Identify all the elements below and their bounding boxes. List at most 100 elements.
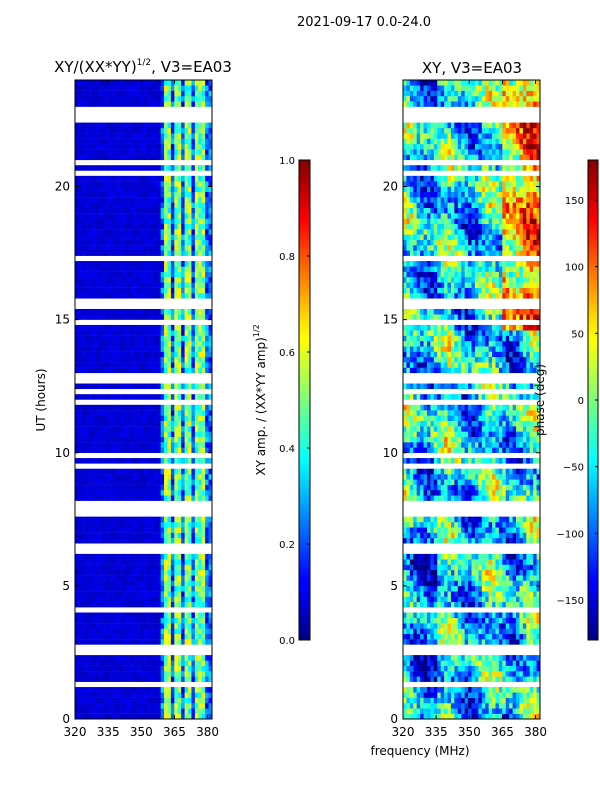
heatmap-cell: [81, 447, 86, 453]
heatmap-cell: [105, 308, 110, 315]
heatmap-cell: [112, 127, 117, 134]
heatmap-cell: [492, 553, 496, 560]
heatmap-cell: [150, 639, 155, 645]
heatmap-cell: [526, 671, 531, 677]
heatmap-cell: [153, 234, 158, 240]
heatmap-cell: [109, 404, 114, 411]
heatmap-cell: [485, 617, 490, 624]
heatmap-cell: [170, 532, 175, 539]
heatmap-cell: [126, 90, 131, 97]
heatmap-cell: [119, 282, 124, 288]
heatmap-cell: [88, 474, 93, 480]
heatmap-cell: [184, 213, 189, 219]
heatmap-cell: [126, 394, 131, 400]
heatmap-cell: [191, 335, 196, 342]
heatmap-cell: [170, 591, 175, 597]
heatmap-cell: [140, 90, 144, 97]
heatmap-cell: [177, 346, 182, 352]
heatmap-cell: [133, 218, 138, 224]
heatmap-cell: [492, 655, 496, 661]
heatmap-cell: [194, 431, 199, 437]
heatmap-cell: [136, 308, 141, 315]
heatmap-cell: [409, 671, 414, 677]
heatmap-cell: [136, 484, 141, 491]
heatmap-cell: [184, 101, 189, 107]
heatmap-cell: [420, 703, 424, 709]
heatmap-cell: [450, 585, 455, 592]
heatmap-cell: [184, 415, 189, 421]
heatmap-cell: [164, 149, 168, 155]
heatmap-cell: [116, 95, 120, 102]
heatmap-cell: [75, 580, 79, 587]
heatmap-cell: [122, 394, 127, 400]
heatmap-cell: [95, 474, 100, 480]
heatmap-cell: [95, 458, 100, 464]
heatmap-cell: [157, 474, 162, 480]
heatmap-cell: [126, 442, 131, 448]
heatmap-cell: [509, 585, 513, 592]
heatmap-cell: [194, 229, 199, 235]
heatmap-cell: [136, 356, 141, 363]
heatmap-cell: [85, 596, 90, 603]
heatmap-cell: [126, 436, 131, 443]
heatmap-cell: [146, 250, 151, 256]
heatmap-cell: [471, 713, 476, 720]
heatmap-cell: [181, 623, 185, 629]
heatmap-cell: [160, 697, 165, 704]
heatmap-cell: [205, 569, 209, 576]
heatmap-cell: [88, 90, 93, 97]
heatmap-cell: [119, 351, 124, 358]
heatmap-cell: [78, 261, 83, 267]
heatmap-cell: [81, 479, 86, 485]
heatmap-cell: [191, 521, 196, 528]
heatmap-cell: [92, 521, 96, 528]
heatmap-cell: [519, 575, 524, 581]
heatmap-cell: [423, 580, 428, 587]
heatmap-cell: [126, 665, 131, 672]
heatmap-cell: [160, 708, 165, 714]
heatmap-cell: [536, 580, 541, 587]
heatmap-cell: [519, 601, 524, 608]
heatmap-cell: [153, 521, 158, 528]
heatmap-cell: [188, 138, 192, 145]
heatmap-cell: [464, 665, 469, 672]
heatmap-cell: [181, 229, 185, 235]
heatmap-cell: [140, 335, 144, 342]
heatmap-cell: [133, 223, 138, 230]
heatmap-cell: [109, 239, 114, 246]
heatmap-cell: [433, 596, 438, 603]
heatmap-cell: [140, 628, 144, 635]
heatmap-cell: [133, 90, 138, 97]
heatmap-cell: [208, 324, 213, 331]
heatmap-cell: [153, 665, 158, 672]
heatmap-cell: [140, 697, 144, 704]
heatmap-cell: [426, 628, 431, 635]
heatmap-cell: [526, 703, 531, 709]
heatmap-cell: [143, 596, 148, 603]
heatmap-cell: [143, 245, 148, 251]
heatmap-cell: [512, 708, 517, 714]
heatmap-cell: [112, 623, 117, 629]
heatmap-cell: [485, 713, 490, 720]
heatmap-cell: [426, 623, 431, 629]
heatmap-cell: [194, 479, 199, 485]
heatmap-cell: [167, 495, 172, 501]
heatmap-cell: [174, 601, 179, 608]
heatmap-cell: [150, 628, 155, 635]
heatmap-cell: [129, 713, 134, 720]
heatmap-cell: [485, 692, 490, 698]
heatmap-cell: [95, 436, 100, 443]
heatmap-cell: [129, 346, 134, 352]
heatmap-cell: [112, 314, 117, 320]
heatmap-cell: [102, 687, 107, 693]
heatmap-cell: [170, 490, 175, 496]
heatmap-cell: [174, 537, 179, 544]
heatmap-cell: [201, 245, 206, 251]
heatmap-cell: [129, 207, 134, 214]
heatmap-cell: [122, 250, 127, 256]
heatmap-cell: [160, 660, 165, 666]
heatmap-cell: [409, 537, 414, 544]
heatmap-cell: [177, 617, 182, 624]
heatmap-cell: [440, 585, 445, 592]
heatmap-cell: [184, 655, 189, 661]
